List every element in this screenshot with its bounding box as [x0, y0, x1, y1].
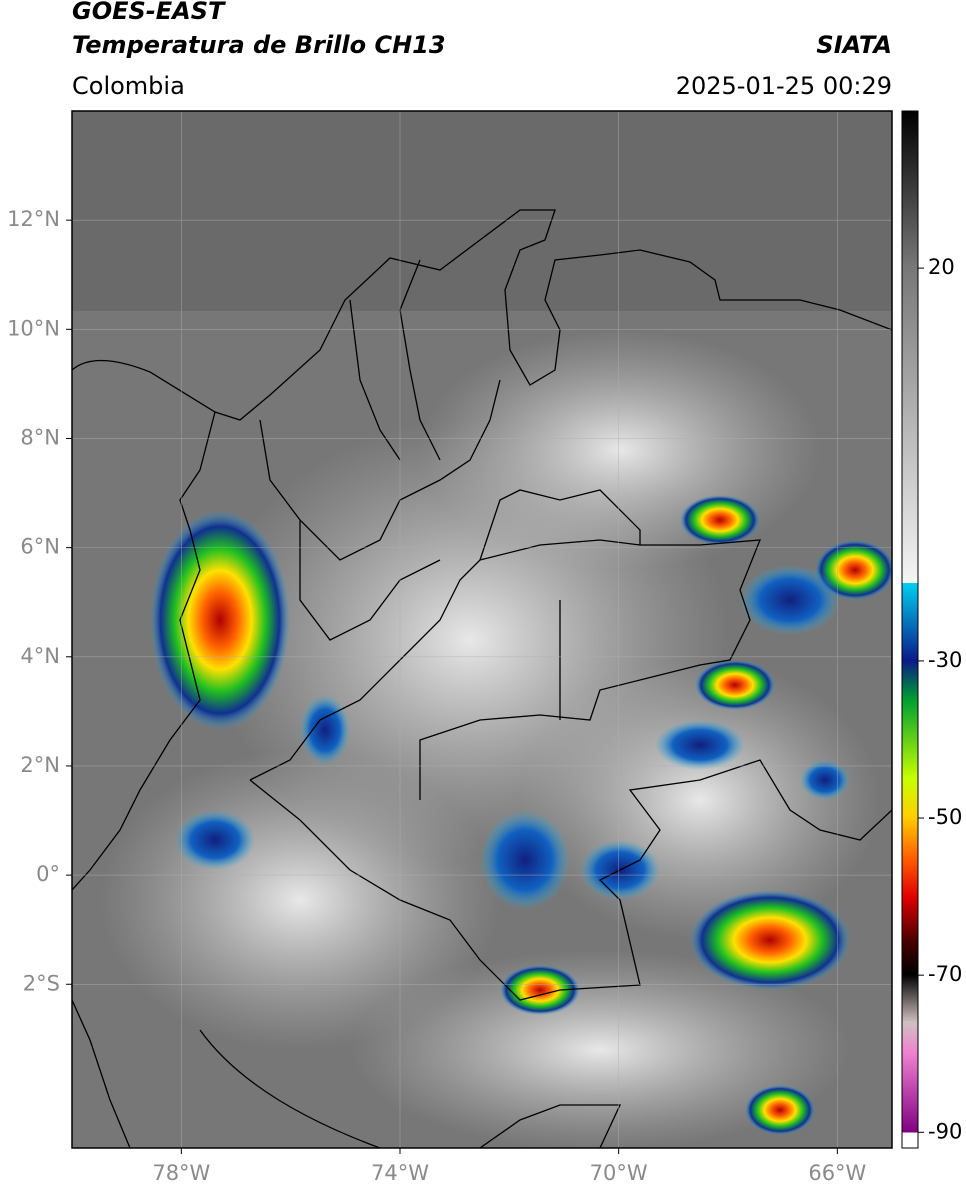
- y-tick-label: 10°N: [7, 316, 60, 340]
- map-frame: [71, 110, 893, 1149]
- source: SIATA: [816, 31, 892, 59]
- x-tick-label: 66°W: [808, 1161, 866, 1185]
- y-tick-label: 2°S: [23, 971, 60, 995]
- y-tick-label: 4°N: [20, 644, 60, 668]
- colorbar-label: 20: [928, 255, 955, 279]
- satellite-image: [72, 111, 892, 1148]
- x-tick-label: 74°W: [371, 1161, 429, 1185]
- title: GOES-EAST: [72, 0, 226, 25]
- colorbar: [901, 110, 919, 1149]
- y-tick-label: 0°: [36, 862, 60, 886]
- x-tick-label: 78°W: [152, 1161, 210, 1185]
- region: Colombia: [72, 72, 185, 100]
- colorbar-label: -30: [928, 648, 962, 672]
- y-tick-label: 2°N: [20, 753, 60, 777]
- colorbar-label: -70: [928, 962, 962, 986]
- y-tick-label: 12°N: [7, 207, 60, 231]
- x-tick-label: 70°W: [590, 1161, 648, 1185]
- colorbar-label: -50: [928, 805, 962, 829]
- subtitle: Temperatura de Brillo CH13: [72, 31, 446, 59]
- y-tick-label: 6°N: [20, 535, 60, 559]
- colorbar-label: -90: [928, 1119, 962, 1143]
- y-tick-label: 8°N: [20, 425, 60, 449]
- datetime: 2025-01-25 00:29: [676, 72, 892, 100]
